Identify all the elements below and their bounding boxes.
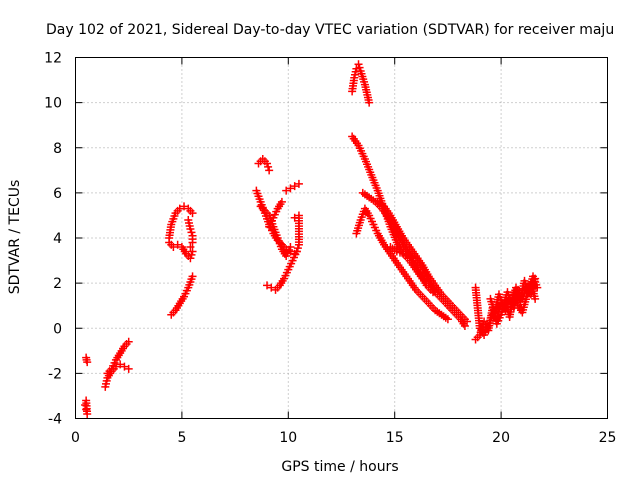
x-tick-label: 5 [177, 430, 186, 446]
data-point [292, 247, 301, 256]
series-arc-11 [254, 155, 274, 175]
data-point [431, 288, 440, 297]
series-arc-15 [290, 211, 303, 256]
data-point [188, 272, 197, 281]
data-point [188, 238, 197, 247]
data-point [120, 362, 129, 371]
data-point [290, 182, 299, 191]
data-point [82, 396, 91, 405]
series-arc-20 [352, 204, 452, 324]
data-point [460, 321, 469, 330]
y-tick-labels: -4 -2 0 2 4 6 8 10 12 [44, 51, 62, 428]
data-point [282, 186, 291, 195]
data-point [188, 209, 197, 218]
data-point [365, 98, 374, 107]
y-tick-label: 0 [53, 321, 62, 337]
series-arc-2 [81, 396, 92, 418]
chart-title: Day 102 of 2021, Sidereal Day-to-day VTE… [46, 22, 614, 38]
x-tick-label: 0 [71, 430, 80, 446]
data-point [180, 202, 189, 211]
data-point [463, 317, 472, 326]
data-point [124, 364, 133, 373]
data-point [188, 247, 197, 256]
series-arc-24 [486, 272, 542, 317]
series-arc-5 [165, 202, 197, 242]
series-arc-12 [265, 197, 286, 231]
data-point [116, 360, 125, 369]
y-tick-label: 8 [53, 141, 62, 157]
data-point [531, 294, 540, 303]
data-point [286, 184, 295, 193]
series-arc-1 [82, 353, 92, 367]
series-arc-8 [167, 272, 197, 319]
series-arc-6 [165, 238, 197, 263]
x-tick-labels: 0 5 10 15 20 25 [71, 430, 616, 446]
data-point [286, 243, 295, 252]
y-tick-label: 2 [53, 276, 62, 292]
series-arc-7 [184, 215, 197, 252]
series-arc-16 [348, 60, 374, 107]
data-point [173, 240, 182, 249]
y-tick-label: 10 [44, 96, 62, 112]
y-tick-label: -4 [48, 412, 62, 428]
series-arc-21 [386, 243, 440, 297]
y-tick-label: 4 [53, 231, 62, 247]
series-arc-4 [103, 337, 133, 378]
grid-lines [75, 57, 608, 419]
data-point [81, 400, 90, 409]
data-point [175, 204, 184, 213]
series-arc-19 [373, 197, 472, 326]
data-points [81, 60, 542, 418]
x-tick-label: 25 [599, 430, 617, 446]
series-arc-13 [263, 247, 301, 294]
data-point [83, 358, 92, 367]
plot-frame [75, 57, 608, 419]
y-tick-label: -2 [48, 366, 62, 382]
y-tick-label: 6 [53, 186, 62, 202]
data-point [263, 281, 272, 290]
series-arc-17 [348, 132, 469, 330]
y-tick-label: 12 [44, 51, 62, 67]
data-point [265, 166, 274, 175]
x-tick-label: 20 [492, 430, 510, 446]
data-point [169, 243, 178, 252]
x-axis-label: GPS time / hours [281, 459, 398, 475]
x-tick-label: 15 [386, 430, 404, 446]
series-arc-3 [101, 360, 133, 391]
y-axis-label: SDTVAR / TECUs [7, 180, 23, 295]
data-point [277, 197, 286, 206]
data-point [186, 243, 195, 252]
data-point [124, 337, 133, 346]
data-point [443, 315, 452, 324]
series-arc-14 [282, 179, 303, 195]
x-tick-label: 10 [279, 430, 297, 446]
data-point [533, 283, 542, 292]
data-point [294, 179, 303, 188]
